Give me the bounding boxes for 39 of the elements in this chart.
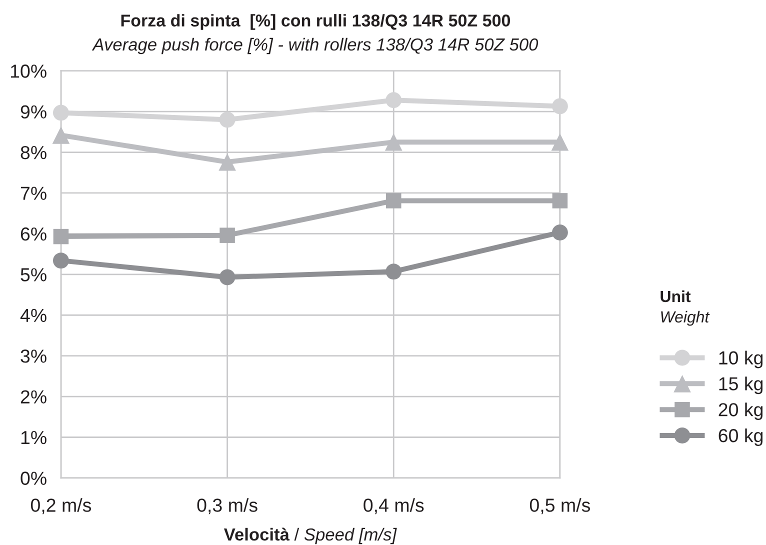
y-tick-label: 2% — [20, 390, 46, 404]
point — [219, 269, 236, 286]
x-tick-label: 0,5 m/s — [530, 498, 590, 514]
point — [386, 92, 402, 108]
point — [218, 153, 236, 171]
legend-label: 15 kg — [719, 376, 763, 394]
y-tick-label: 10% — [10, 64, 46, 78]
point — [52, 126, 70, 144]
x-tick-label: 0,4 m/s — [364, 498, 424, 514]
legend-label: 60 kg — [718, 428, 763, 446]
y-tick-label: 6% — [20, 227, 46, 241]
point — [551, 133, 569, 151]
x-tick-label: 0,3 m/s — [197, 498, 258, 514]
y-tick-label: 8% — [20, 146, 46, 160]
x-axis-title: Velocità / Speed [m/s] — [224, 528, 397, 544]
point — [386, 264, 402, 280]
point — [219, 112, 236, 128]
chart-title: Forza di spinta [%] con rulli 138/Q3 14R 50Z 500 — [121, 14, 510, 30]
chart-subtitle: Average push force [%] - with rollers 138/Q3 14R 50Z 500 — [92, 38, 538, 54]
y-tick-label: 5% — [20, 268, 46, 282]
point — [552, 193, 568, 208]
legend-label: 20 kg — [718, 402, 763, 420]
y-tick-label: 9% — [20, 105, 46, 119]
point — [220, 228, 235, 243]
point — [52, 104, 69, 121]
y-tick-label: 0% — [20, 472, 46, 485]
y-tick-label: 1% — [21, 431, 46, 444]
y-tick-label: 7% — [20, 186, 46, 200]
point — [386, 193, 402, 208]
point — [53, 228, 69, 244]
point — [52, 252, 69, 269]
legend-title: Unit Weight — [660, 290, 710, 326]
x-tick-label: 0,2 m/s — [30, 498, 92, 514]
point — [552, 98, 568, 114]
point — [384, 133, 402, 151]
point — [552, 224, 568, 240]
y-tick-label: 3% — [20, 350, 46, 363]
legend-label: 10 kg — [719, 350, 763, 368]
y-tick-label: 4% — [20, 308, 46, 322]
